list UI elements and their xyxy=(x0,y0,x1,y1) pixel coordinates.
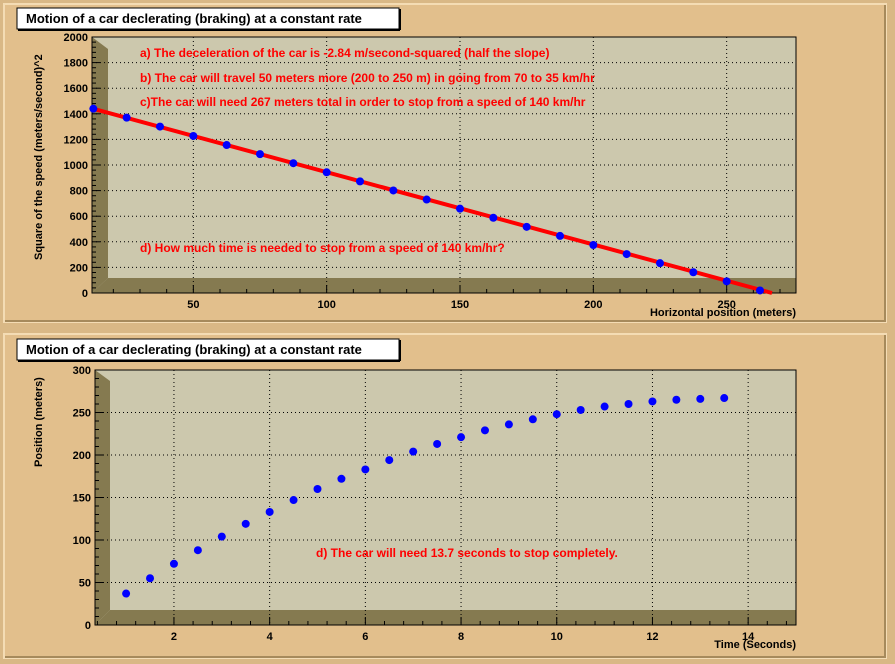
x-tick-label: 2 xyxy=(171,631,177,643)
data-point xyxy=(169,559,178,568)
x-tick-label: 50 xyxy=(187,299,199,311)
y-tick-label: 150 xyxy=(73,493,91,505)
x-tick-label: 10 xyxy=(551,631,563,643)
bottom-y-axis-label: Position (meters) xyxy=(33,377,45,467)
data-point xyxy=(193,546,202,555)
data-point xyxy=(313,485,322,493)
data-point xyxy=(589,241,598,249)
data-point xyxy=(122,113,131,122)
y-tick-label: 400 xyxy=(70,237,88,249)
x-tick-label: 150 xyxy=(451,299,469,311)
y-tick-label: 250 xyxy=(73,408,91,420)
data-point xyxy=(122,589,131,598)
y-tick-label: 1200 xyxy=(64,134,88,146)
annotation-d-answer: d) The car will need 13.7 seconds to sto… xyxy=(316,546,618,560)
data-point xyxy=(385,456,394,465)
data-point xyxy=(489,213,498,222)
data-point xyxy=(361,465,370,474)
data-point xyxy=(672,395,681,404)
y-tick-label: 50 xyxy=(79,578,91,590)
data-point xyxy=(289,496,298,505)
data-point xyxy=(146,574,155,583)
top-chart-panel: 0 200 400 600 800 1000 1200 1400 1600 1800 2000 50 1… xyxy=(3,3,887,323)
annotation-c: c)The car will need 267 meters total in … xyxy=(140,95,586,109)
top-y-axis-label: Square of the speed (meters/second)^2 xyxy=(33,54,45,260)
data-point xyxy=(156,122,164,131)
y-tick-label: 200 xyxy=(73,450,91,462)
bottom-chart-title: Motion of a car declerating (braking) at… xyxy=(26,342,362,357)
top-data-marks xyxy=(89,104,773,295)
data-point xyxy=(622,250,631,259)
y-tick-label: 600 xyxy=(70,211,88,223)
data-point xyxy=(480,426,489,435)
annotation-a: a) The deceleration of the car is -2.84 … xyxy=(140,46,549,60)
x-tick-label: 8 xyxy=(458,631,464,643)
data-point xyxy=(456,204,464,213)
data-point xyxy=(600,402,609,411)
data-point xyxy=(241,519,250,528)
y-tick-label: 0 xyxy=(85,620,91,632)
data-point xyxy=(722,277,731,286)
data-point xyxy=(322,168,331,177)
x-tick-label: 100 xyxy=(317,299,335,311)
data-point xyxy=(289,159,298,168)
data-point xyxy=(89,104,98,113)
data-point xyxy=(265,507,274,516)
data-point xyxy=(689,268,698,277)
y-tick-label: 2000 xyxy=(64,32,88,44)
bottom-data-marks xyxy=(122,394,729,598)
data-point xyxy=(409,447,418,456)
data-point xyxy=(217,532,226,541)
y-tick-label: 1400 xyxy=(64,109,88,121)
top-grid xyxy=(92,37,796,293)
y-tick-label: 0 xyxy=(82,288,88,300)
top-x-axis-label: Horizontal position (meters) xyxy=(650,307,796,319)
data-point xyxy=(720,394,729,403)
x-tick-label: 14 xyxy=(742,631,755,643)
annotation-b: b) The car will travel 50 meters more (2… xyxy=(140,71,595,85)
top-axis-ticks: 0 200 400 600 800 1000 1200 1400 1600 1800 2000 50 1… xyxy=(64,32,781,311)
top-chart-title: Motion of a car declerating (braking) at… xyxy=(26,11,362,26)
y-tick-label: 800 xyxy=(70,186,88,198)
x-tick-label: 4 xyxy=(267,631,274,643)
data-point xyxy=(457,433,466,442)
data-point xyxy=(504,420,513,429)
data-point xyxy=(222,141,231,150)
y-tick-label: 1000 xyxy=(64,160,88,172)
x-tick-label: 12 xyxy=(646,631,658,643)
data-point xyxy=(256,150,264,159)
data-point xyxy=(389,186,398,195)
data-point xyxy=(648,397,657,406)
y-tick-label: 200 xyxy=(70,262,88,274)
data-point xyxy=(356,177,364,186)
data-point xyxy=(528,415,537,424)
y-tick-label: 1800 xyxy=(64,58,88,70)
x-tick-label: 6 xyxy=(362,631,368,643)
data-point xyxy=(556,231,564,240)
data-point xyxy=(624,400,633,408)
bottom-x-axis-label: Time (Seconds) xyxy=(714,639,796,651)
y-tick-label: 1600 xyxy=(64,83,88,95)
data-point xyxy=(696,394,705,403)
y-tick-label: 300 xyxy=(73,365,91,377)
bottom-axis-ticks: 0 50 100 150 200 250 300 2 4 6 8 10 12 14 xyxy=(73,365,787,643)
data-point xyxy=(756,286,764,295)
data-point xyxy=(189,131,198,140)
y-tick-label: 100 xyxy=(73,535,91,547)
x-tick-label: 200 xyxy=(584,299,602,311)
data-point xyxy=(656,259,664,268)
data-point xyxy=(433,439,442,448)
data-point xyxy=(522,222,531,231)
data-point xyxy=(552,410,561,419)
bottom-grid xyxy=(95,370,796,625)
data-point xyxy=(422,195,431,204)
data-point xyxy=(576,405,585,414)
bottom-chart-panel: 0 50 100 150 200 250 300 2 4 6 8 10 12 14 Motion of a… xyxy=(3,333,887,659)
data-point xyxy=(337,474,346,483)
annotation-d-question: d) How much time is needed to stop from … xyxy=(140,241,505,255)
x-tick-label: 250 xyxy=(717,299,735,311)
